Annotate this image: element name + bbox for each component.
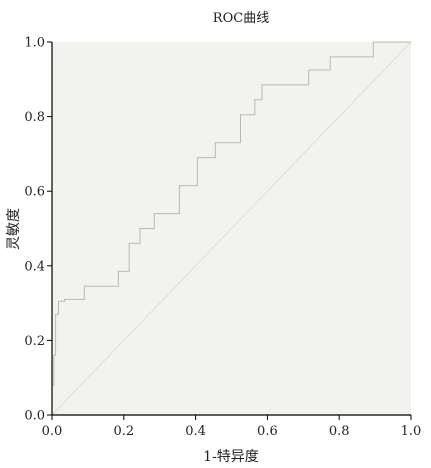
x-tick-label: 1.0 — [401, 424, 422, 439]
x-tick-label: 0.4 — [185, 424, 206, 439]
y-axis-label: 灵敏度 — [6, 208, 22, 250]
roc-curve-layer — [51, 41, 411, 415]
x-tick-label: 0.2 — [113, 424, 134, 439]
y-tick-label: 0.2 — [24, 334, 45, 349]
y-tick-label: 1.0 — [24, 36, 45, 51]
x-axis-label: 1-特异度 — [203, 449, 259, 465]
reference-line-layer — [51, 41, 412, 416]
y-tick-label: 0.8 — [24, 110, 45, 125]
x-tick-label: 0.6 — [257, 424, 278, 439]
chart-title: ROC曲线 — [213, 11, 269, 26]
y-tick-label: 0.6 — [24, 185, 45, 200]
y-ticks: 0.0 0.2 0.4 0.6 0.8 1.0 — [24, 36, 52, 424]
x-tick-label: 0.0 — [42, 424, 63, 439]
x-ticks: 0.0 0.2 0.4 0.6 0.8 1.0 — [42, 415, 422, 439]
y-tick-label: 0.4 — [24, 259, 45, 274]
y-tick-label: 0.0 — [24, 409, 45, 424]
roc-curve-line — [51, 41, 411, 415]
reference-diagonal-line — [51, 41, 412, 416]
x-tick-label: 0.8 — [329, 424, 350, 439]
axes — [51, 42, 411, 416]
